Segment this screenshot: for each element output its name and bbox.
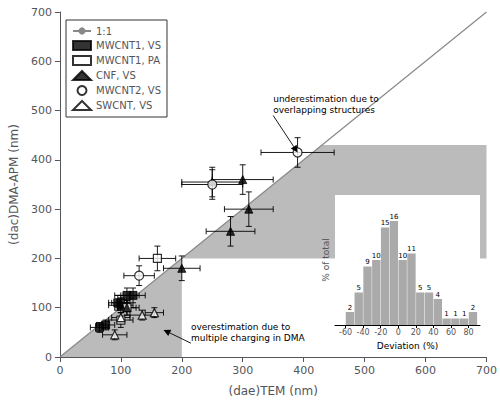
svg-text:overlapping structures: overlapping structures [273, 105, 375, 115]
svg-text:multiple charging in DMA: multiple charging in DMA [191, 333, 306, 343]
svg-text:11: 11 [407, 245, 416, 253]
svg-text:SWCNT, VS: SWCNT, VS [96, 100, 152, 111]
svg-text:60: 60 [446, 328, 456, 337]
svg-text:MWCNT1, VS: MWCNT1, VS [96, 40, 161, 51]
svg-text:80: 80 [463, 328, 473, 337]
svg-text:400: 400 [293, 364, 314, 377]
svg-text:15: 15 [381, 219, 390, 227]
svg-text:0: 0 [45, 351, 52, 364]
svg-text:5: 5 [356, 284, 360, 292]
svg-text:700: 700 [476, 364, 497, 377]
svg-text:600: 600 [415, 364, 436, 377]
svg-text:underestimation due to: underestimation due to [273, 94, 379, 104]
svg-text:(dae)TEM (nm): (dae)TEM (nm) [228, 384, 317, 398]
svg-text:10: 10 [372, 252, 381, 260]
svg-text:-20: -20 [374, 328, 387, 337]
svg-text:9: 9 [365, 258, 369, 266]
svg-text:MWCNT2, VS: MWCNT2, VS [96, 85, 161, 96]
svg-text:40: 40 [428, 328, 438, 337]
svg-text:300: 300 [232, 364, 253, 377]
svg-text:5: 5 [427, 284, 431, 292]
svg-text:-40: -40 [357, 328, 370, 337]
svg-text:2: 2 [471, 304, 475, 312]
svg-text:MWCNT1, PA: MWCNT1, PA [96, 55, 160, 66]
svg-text:-60: -60 [339, 328, 352, 337]
svg-text:400: 400 [31, 153, 52, 166]
svg-text:0: 0 [396, 328, 401, 337]
svg-text:200: 200 [171, 364, 192, 377]
svg-text:200: 200 [31, 252, 52, 265]
svg-text:5: 5 [418, 284, 422, 292]
svg-text:20: 20 [411, 328, 421, 337]
svg-text:1: 1 [444, 310, 448, 318]
svg-text:300: 300 [31, 203, 52, 216]
svg-text:4: 4 [436, 291, 441, 299]
svg-text:100: 100 [110, 364, 131, 377]
svg-text:0: 0 [56, 364, 63, 377]
svg-text:500: 500 [31, 104, 52, 117]
svg-text:500: 500 [354, 364, 375, 377]
svg-text:% of total: % of total [321, 238, 331, 282]
svg-text:600: 600 [31, 55, 52, 68]
svg-text:100: 100 [31, 301, 52, 314]
svg-text:1:1: 1:1 [96, 26, 112, 37]
svg-text:CNF, VS: CNF, VS [96, 70, 136, 81]
svg-text:overestimation due to: overestimation due to [191, 322, 291, 332]
svg-text:1: 1 [453, 310, 457, 318]
svg-text:(dac)DMA-APM (nm): (dac)DMA-APM (nm) [7, 124, 21, 245]
svg-text:1: 1 [462, 310, 466, 318]
svg-text:10: 10 [398, 252, 407, 260]
svg-text:2: 2 [348, 304, 352, 312]
svg-text:Deviation (%): Deviation (%) [377, 341, 438, 351]
svg-text:700: 700 [31, 6, 52, 19]
svg-text:16: 16 [389, 213, 398, 221]
